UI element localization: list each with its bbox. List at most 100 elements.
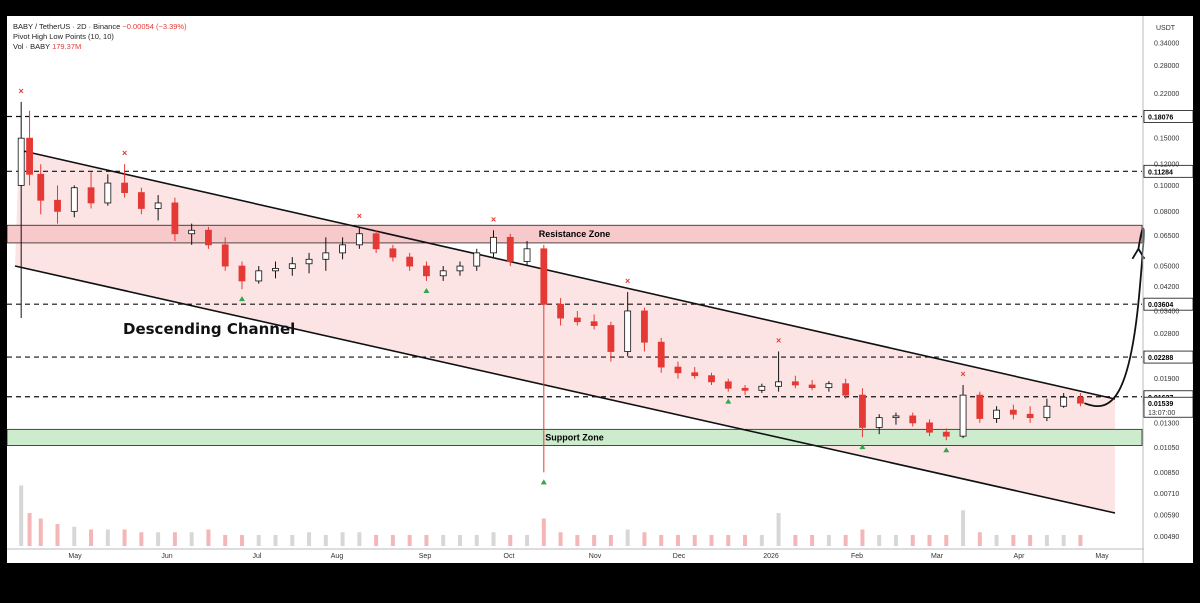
candle-up[interactable] <box>473 252 481 267</box>
candle-up[interactable] <box>456 265 464 272</box>
symbol-name[interactable]: BABY / TetherUS · 2D · Binance <box>13 22 121 31</box>
candle-down[interactable] <box>54 199 61 212</box>
volume-bar <box>977 532 982 546</box>
candle-down[interactable] <box>607 325 615 352</box>
x-tick-label: Jun <box>161 553 172 560</box>
support-zone-label: Support Zone <box>545 432 604 442</box>
candle-up[interactable] <box>892 415 900 419</box>
symbol-header[interactable]: BABY / TetherUS · 2D · Binance −0.00054 … <box>13 22 187 31</box>
x-tick-label: Oct <box>504 553 515 560</box>
candle-down[interactable] <box>26 137 33 175</box>
volume-bar <box>541 518 546 546</box>
y-tick-label: 0.00590 <box>1154 512 1179 519</box>
candle-up[interactable] <box>993 409 1000 419</box>
volume-bar <box>407 535 412 546</box>
volume-bar <box>55 524 60 546</box>
volume-header[interactable]: Vol · BABY 179.37M <box>13 42 81 51</box>
y-tick-label: 0.15000 <box>1154 136 1179 143</box>
candle-up[interactable] <box>355 233 363 246</box>
volume-label: Vol · BABY <box>13 42 50 51</box>
candle-down[interactable] <box>87 187 95 204</box>
candle-down[interactable] <box>121 182 128 193</box>
volume-bar <box>491 532 496 546</box>
candle-up[interactable] <box>825 383 833 389</box>
candle-up[interactable] <box>322 252 330 260</box>
volume-bar <box>793 535 798 546</box>
candle-up[interactable] <box>875 417 883 428</box>
candle-down[interactable] <box>926 422 933 433</box>
volume-bar <box>1011 535 1016 546</box>
candle-up[interactable] <box>154 202 162 209</box>
candle-up[interactable] <box>305 258 313 265</box>
candle-down[interactable] <box>657 341 665 368</box>
candle-down[interactable] <box>221 244 229 267</box>
volume-bar <box>256 535 261 546</box>
candle-down[interactable] <box>909 415 917 424</box>
candle-up[interactable] <box>758 385 766 391</box>
volume-bar <box>1061 535 1066 546</box>
x-tick-label: Nov <box>589 553 602 560</box>
candle-up[interactable] <box>1060 396 1068 407</box>
candle-down[interactable] <box>389 248 397 258</box>
candle-up[interactable] <box>104 182 112 204</box>
candle-down[interactable] <box>238 265 246 282</box>
volume-bar <box>19 485 24 546</box>
volume-bar <box>156 532 161 546</box>
candle-down[interactable] <box>1009 409 1017 415</box>
candle-down[interactable] <box>976 394 984 419</box>
candle-up[interactable] <box>339 244 346 254</box>
candle-down[interactable] <box>506 236 514 262</box>
level-badge-box <box>1143 350 1193 364</box>
candle-down[interactable] <box>137 192 145 209</box>
candle-down[interactable] <box>674 366 682 374</box>
candle-up[interactable] <box>188 229 196 235</box>
candle-down[interactable] <box>859 394 866 428</box>
candle-up[interactable] <box>523 248 531 262</box>
candle-down[interactable] <box>724 381 732 389</box>
volume-bar <box>759 535 764 546</box>
y-tick-label: 0.00850 <box>1154 470 1179 477</box>
candle-down[interactable] <box>540 248 548 305</box>
candle-up[interactable] <box>624 310 632 352</box>
candle-down[interactable] <box>590 321 598 326</box>
y-tick-label: 0.28000 <box>1154 63 1179 70</box>
volume-bar <box>323 535 328 546</box>
candle-up[interactable] <box>17 137 25 186</box>
candle-down[interactable] <box>205 229 212 246</box>
candle-down[interactable] <box>791 381 799 386</box>
candle-up[interactable] <box>272 268 279 272</box>
candle-down[interactable] <box>708 375 715 383</box>
candle-down[interactable] <box>1026 413 1034 419</box>
price-chart[interactable]: Resistance Zone Support Zone 0.18076 0.1128… <box>7 16 1193 563</box>
candle-down[interactable] <box>171 202 179 235</box>
y-tick-label: 0.06500 <box>1154 233 1179 240</box>
level-badge-label: 0.03604 <box>1148 302 1173 309</box>
candle-down[interactable] <box>406 256 414 267</box>
candle-down[interactable] <box>942 431 950 437</box>
candle-up[interactable] <box>490 236 497 254</box>
candle-down[interactable] <box>423 265 430 277</box>
candle-down[interactable] <box>741 387 749 391</box>
volume-bar <box>1028 535 1033 546</box>
y-tick-label: 0.00490 <box>1154 534 1179 541</box>
candle-up[interactable] <box>775 381 782 387</box>
volume-bar <box>72 526 77 546</box>
candle-up[interactable] <box>288 263 296 269</box>
candle-up[interactable] <box>255 270 263 282</box>
candle-down[interactable] <box>641 310 648 343</box>
candle-down[interactable] <box>573 317 581 323</box>
candle-up[interactable] <box>439 270 447 277</box>
x-tick-label: Feb <box>851 553 863 560</box>
candle-up[interactable] <box>70 187 78 212</box>
candle-down[interactable] <box>808 384 816 389</box>
pivot-high-marker: × <box>960 369 965 379</box>
indicator-label[interactable]: Pivot High Low Points (10, 10) <box>13 32 114 41</box>
candle-down[interactable] <box>372 233 380 250</box>
candle-down[interactable] <box>691 372 699 377</box>
candle-up[interactable] <box>959 394 967 437</box>
candle-up[interactable] <box>1043 405 1051 419</box>
candle-down[interactable] <box>557 303 564 319</box>
candle-down[interactable] <box>1077 396 1084 404</box>
candle-down[interactable] <box>37 173 45 201</box>
candle-down[interactable] <box>842 383 850 396</box>
